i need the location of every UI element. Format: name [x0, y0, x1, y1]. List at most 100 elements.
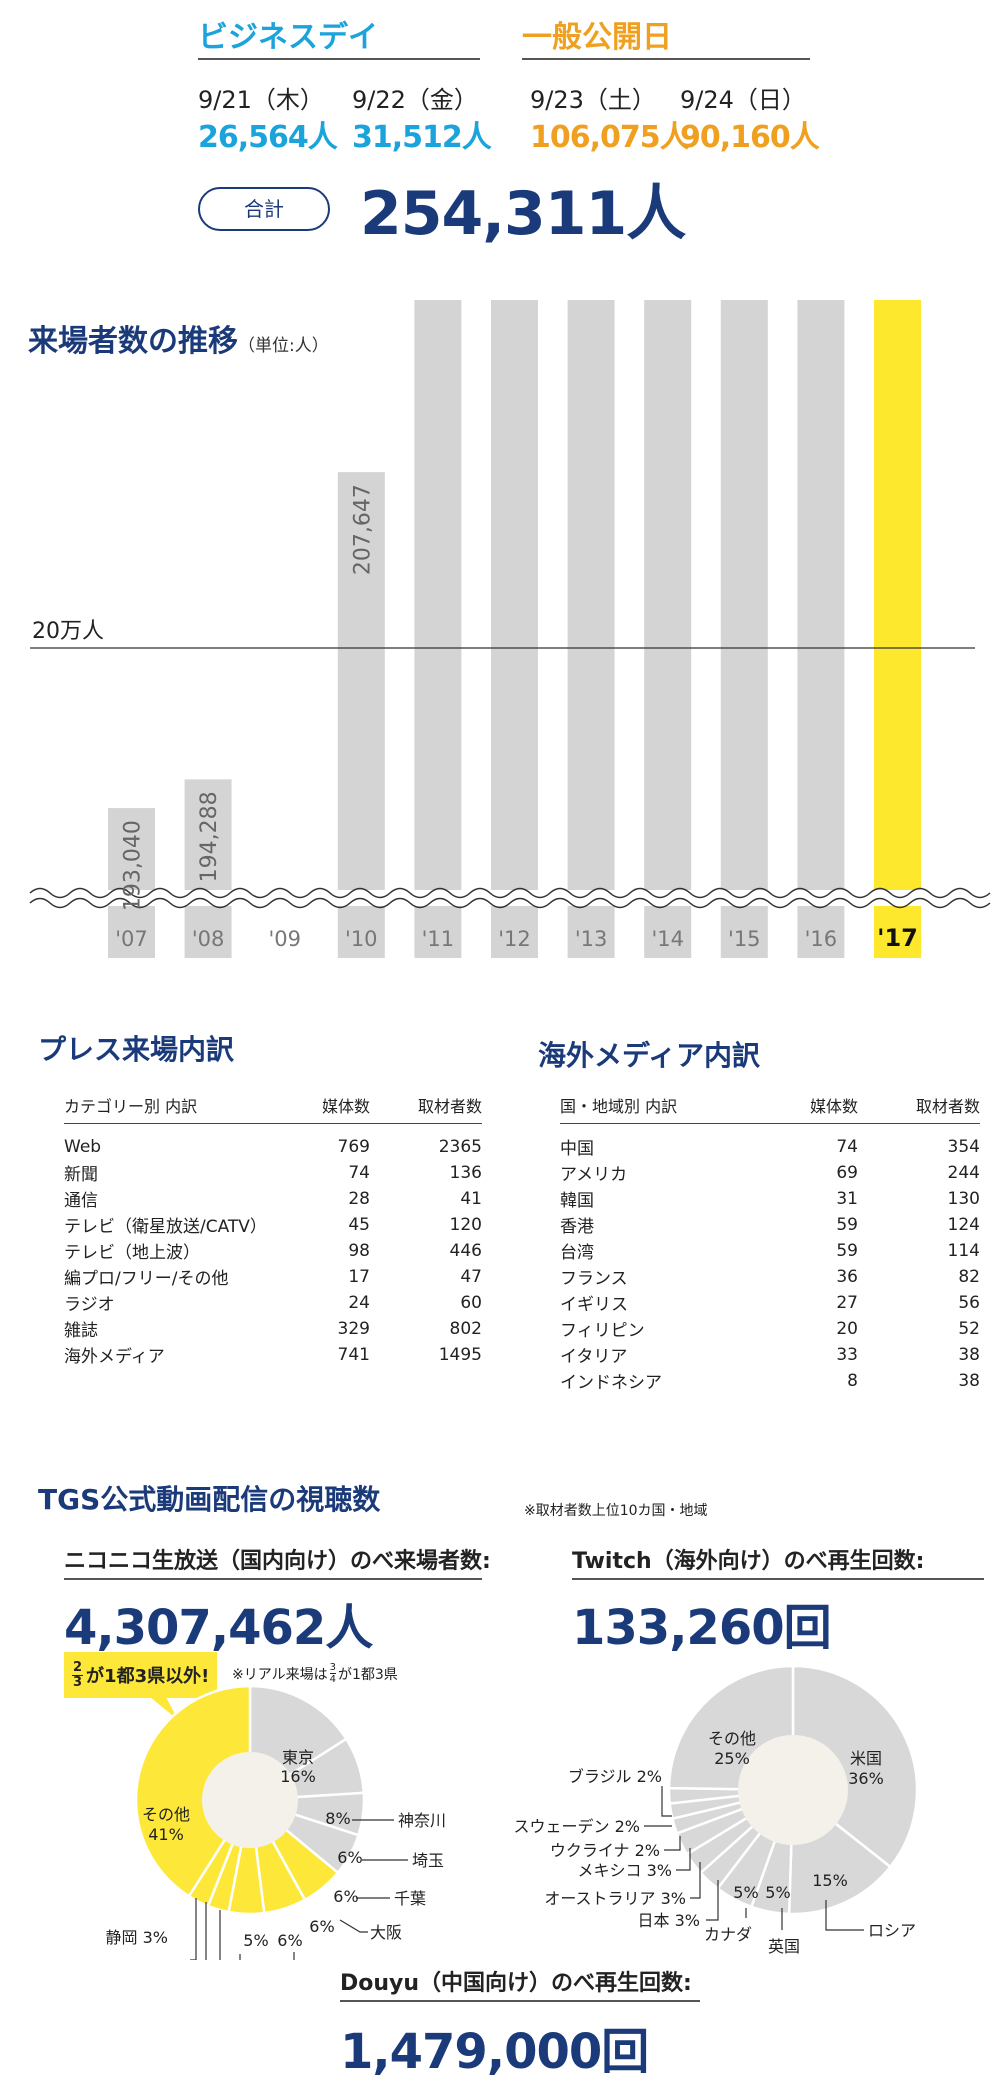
press-reporter-count: 802 — [449, 1318, 482, 1339]
overseas-row: 中国 74 354 — [560, 1124, 980, 1160]
day-4-count: 90,160人 — [680, 120, 820, 155]
pie-label-name: 大阪 — [370, 1923, 402, 1942]
press-row: 雑誌 329 802 — [64, 1316, 482, 1342]
total-value: 254,311人 — [360, 179, 686, 249]
douyu-total: 1,479,000回 — [340, 2024, 649, 2080]
callout-fraction-den: 3 — [73, 1674, 83, 1690]
overseas-media-count: 27 — [836, 1292, 858, 1313]
bar-'12 — [491, 300, 538, 958]
pie-leader-line — [205, 1902, 207, 1960]
press-row: テレビ（地上波） 98 446 — [64, 1238, 482, 1264]
douyu-rule — [340, 2000, 700, 2002]
overseas-media-count: 33 — [836, 1344, 858, 1365]
overseas-reporter-count: 124 — [947, 1214, 980, 1235]
overseas-header-reporters: 取材者数 — [858, 1093, 980, 1124]
overseas-media-count: 74 — [836, 1136, 858, 1157]
reference-line-label: 20万人 — [32, 619, 104, 644]
press-row: Web 769 2365 — [64, 1124, 482, 1160]
pie-leader-line — [676, 1848, 691, 1871]
bar-category-label: '16 — [805, 927, 838, 951]
overseas-row: フランス 36 82 — [560, 1264, 980, 1290]
niconico-pie: 東京16%8%6%6%6%6%5%その他41%神奈川埼玉千葉大阪愛知北海道静岡 … — [106, 1684, 446, 1960]
note-suffix: が1都3県 — [337, 1666, 398, 1683]
bar-chart-title: 来場者数の推移（単位:人） — [28, 316, 329, 360]
press-media-count: 28 — [348, 1188, 370, 1209]
pie-label-name: 英国 — [768, 1937, 800, 1956]
press-media-count: 45 — [348, 1214, 370, 1235]
pie-label-name: オーストラリア 3% — [544, 1889, 686, 1908]
press-reporter-count: 120 — [449, 1214, 482, 1235]
press-reporter-count: 41 — [460, 1188, 482, 1209]
pie-center — [202, 1752, 298, 1848]
overseas-reporter-count: 56 — [958, 1292, 980, 1313]
bar-category-label: '17 — [877, 924, 918, 952]
press-reporter-count: 136 — [449, 1162, 482, 1183]
pie-label-name: 静岡 3% — [106, 1928, 168, 1947]
overseas-label: インドネシア — [560, 1373, 662, 1393]
bar-category-label: '11 — [422, 927, 455, 951]
overseas-media-count: 36 — [836, 1266, 858, 1287]
niconico-note: ※リアル来場は 3 4 が1都3県 — [232, 1662, 398, 1685]
press-label: テレビ（衛星放送/CATV） — [64, 1217, 267, 1237]
niconico-pie-leaders — [190, 1819, 408, 1960]
press-reporter-count: 446 — [449, 1240, 482, 1261]
bar-'15 — [720, 300, 768, 959]
note-fraction-den: 4 — [329, 1674, 336, 1685]
overseas-label: フィリピン — [560, 1321, 645, 1341]
bar-chart-title-text: 来場者数の推移 — [28, 324, 238, 359]
overseas-label: 中国 — [560, 1139, 594, 1160]
pie-leader-line — [339, 1919, 368, 1933]
press-reporter-count: 2365 — [438, 1136, 482, 1157]
bar-'14 — [644, 300, 692, 958]
pie-label-pct: 6% — [333, 1887, 358, 1906]
pie-label-pct: 6% — [309, 1917, 334, 1936]
bar-chart-reference-lines: 25万人20万人 — [30, 619, 975, 649]
pie-label-name: その他 — [142, 1805, 190, 1824]
overseas-media-count: 8 — [847, 1370, 858, 1391]
overseas-media-count: 69 — [836, 1162, 858, 1183]
twitch-title: Twitch（海外向け）のべ再生回数: — [572, 1549, 925, 1574]
overseas-header-country: 国・地域別 内訳 — [560, 1093, 770, 1124]
press-reporter-count: 47 — [460, 1266, 482, 1287]
pie-label-name: メキシコ 3% — [578, 1861, 672, 1880]
twitch-rule — [572, 1578, 984, 1580]
total-label: 合計 — [244, 197, 284, 221]
overseas-label: イギリス — [560, 1295, 628, 1315]
niconico-total: 4,307,462人 — [64, 1600, 373, 1656]
bar-chart-unit: （単位:人） — [238, 336, 329, 356]
pie-label-pct: 25% — [714, 1749, 750, 1768]
pie-label-name: 日本 3% — [638, 1911, 700, 1930]
overseas-label: フランス — [560, 1269, 628, 1289]
overseas-row: イタリア 33 38 — [560, 1342, 980, 1368]
press-media-count: 769 — [337, 1136, 370, 1157]
pie-label-pct: 8% — [325, 1809, 350, 1828]
overseas-label: 韓国 — [560, 1191, 594, 1211]
bar-'10 — [337, 472, 385, 958]
bar-chart: 25万人20万人 193,040194,288185,030207,647222… — [29, 300, 991, 959]
pie-label-name: 埼玉 — [412, 1851, 444, 1870]
twitch-pie-slices — [667, 1664, 919, 1916]
streaming-title: TGS公式動画配信の視聴数 — [38, 1483, 381, 1516]
pie-leader-line — [690, 1862, 701, 1899]
twitch-pie-leaders — [644, 1786, 864, 1931]
douyu-title: Douyu（中国向け）のべ再生回数: — [340, 1971, 692, 1996]
bar-value-label: 194,288 — [197, 791, 222, 882]
overseas-media-count: 20 — [836, 1318, 858, 1339]
axis-break-line — [29, 897, 991, 909]
total-label-pill: 合計 — [198, 187, 330, 231]
axis-break — [29, 887, 991, 909]
bar-'13 — [567, 300, 615, 958]
bar-category-label: '14 — [651, 927, 684, 951]
pie-label-pct: 16% — [280, 1767, 316, 1786]
business-days-rule — [198, 58, 480, 60]
pie-label-pct: 41% — [148, 1825, 184, 1844]
overseas-media-count: 59 — [836, 1214, 858, 1235]
pie-leader-line — [661, 1786, 672, 1817]
press-row: 海外メディア 741 1495 — [64, 1342, 482, 1368]
pie-label-pct: 36% — [848, 1769, 884, 1788]
press-title: プレス来場内訳 — [38, 1033, 235, 1066]
press-row: 新聞 74 136 — [64, 1160, 482, 1186]
pie-label-name: ウクライナ 2% — [550, 1841, 660, 1860]
note-fraction-num: 3 — [329, 1662, 336, 1674]
pie-label-name: ロシア — [868, 1921, 916, 1940]
